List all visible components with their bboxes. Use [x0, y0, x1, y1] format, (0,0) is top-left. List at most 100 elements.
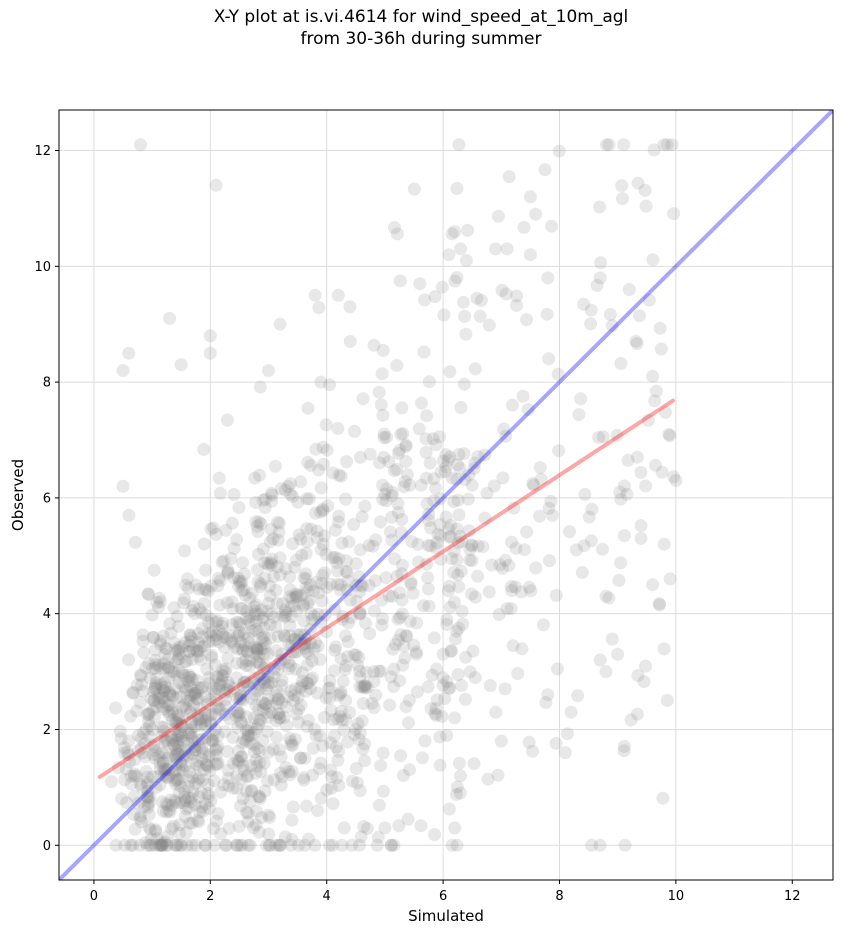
- data-point: [184, 727, 198, 740]
- data-point: [341, 616, 355, 630]
- data-point: [334, 704, 348, 718]
- data-point: [258, 571, 272, 585]
- data-point: [376, 746, 390, 760]
- data-point: [360, 680, 374, 694]
- data-point: [611, 647, 625, 661]
- data-point: [252, 515, 266, 529]
- data-point: [160, 838, 174, 852]
- data-point: [156, 754, 170, 768]
- data-point: [145, 722, 159, 736]
- data-point: [278, 603, 292, 617]
- data-point: [574, 392, 588, 406]
- data-point: [206, 682, 220, 695]
- data-point: [378, 821, 392, 835]
- data-point: [232, 616, 246, 630]
- data-point: [294, 532, 308, 546]
- data-point: [192, 759, 206, 773]
- data-point: [254, 580, 267, 593]
- data-point: [276, 597, 290, 611]
- x-tick-label: 2: [206, 889, 214, 904]
- data-point: [275, 770, 289, 784]
- data-point: [143, 795, 156, 809]
- data-point: [164, 626, 178, 640]
- data-point: [274, 778, 288, 792]
- data-point: [529, 561, 543, 575]
- data-point: [154, 634, 168, 648]
- data-point: [234, 688, 248, 702]
- data-point: [257, 642, 271, 656]
- data-point: [339, 492, 353, 506]
- data-point: [298, 838, 312, 852]
- data-point: [332, 468, 346, 482]
- data-point: [263, 579, 277, 593]
- data-point: [183, 694, 197, 708]
- data-point: [353, 607, 367, 621]
- data-point: [294, 751, 307, 765]
- data-point: [137, 726, 151, 740]
- data-point: [271, 515, 285, 529]
- data-point: [209, 616, 223, 629]
- data-point: [326, 797, 340, 811]
- data-point: [257, 621, 271, 635]
- data-point: [192, 771, 206, 785]
- data-point: [241, 730, 255, 743]
- data-point: [285, 592, 299, 605]
- data-point: [232, 629, 246, 643]
- data-point: [256, 542, 270, 556]
- data-point: [399, 629, 413, 643]
- data-point: [261, 774, 274, 788]
- data-point: [170, 773, 184, 787]
- data-point: [444, 644, 458, 658]
- data-point: [258, 676, 272, 689]
- data-point: [593, 271, 607, 285]
- data-point: [185, 687, 199, 701]
- data-point: [655, 465, 669, 479]
- data-point: [258, 556, 271, 570]
- data-point: [445, 471, 459, 485]
- data-point: [349, 578, 363, 592]
- data-point: [443, 579, 456, 593]
- data-point: [271, 693, 285, 707]
- data-point: [182, 801, 195, 814]
- data-point: [191, 692, 205, 706]
- data-point: [271, 533, 285, 547]
- data-point: [637, 675, 651, 689]
- data-point: [648, 394, 662, 408]
- data-point: [319, 418, 333, 432]
- data-point: [370, 838, 384, 852]
- data-point: [330, 556, 344, 569]
- data-point: [541, 688, 555, 702]
- data-point: [163, 617, 177, 631]
- data-point: [284, 838, 298, 852]
- data-point: [253, 468, 266, 482]
- data-point: [192, 636, 205, 650]
- data-point: [155, 729, 169, 743]
- data-point: [659, 405, 672, 419]
- data-point: [175, 666, 189, 680]
- data-point: [450, 181, 464, 195]
- data-point: [209, 757, 223, 771]
- data-point: [342, 535, 356, 549]
- data-point: [273, 838, 286, 852]
- data-point: [617, 739, 631, 753]
- data-point: [314, 756, 328, 770]
- data-point: [242, 614, 256, 628]
- data-point: [177, 748, 191, 761]
- data-point: [325, 781, 338, 795]
- data-point: [177, 734, 190, 748]
- data-point: [212, 702, 226, 716]
- data-point: [457, 377, 471, 391]
- data-point: [369, 574, 382, 588]
- data-point: [271, 707, 285, 721]
- data-point: [454, 401, 468, 414]
- data-point: [265, 488, 279, 502]
- data-point: [210, 628, 224, 642]
- data-point: [299, 567, 313, 581]
- data-point: [152, 695, 166, 709]
- data-point: [182, 791, 195, 805]
- data-point: [294, 475, 308, 489]
- data-point: [334, 652, 348, 666]
- data-point: [140, 838, 154, 852]
- data-point: [165, 665, 178, 679]
- data-point: [198, 838, 212, 852]
